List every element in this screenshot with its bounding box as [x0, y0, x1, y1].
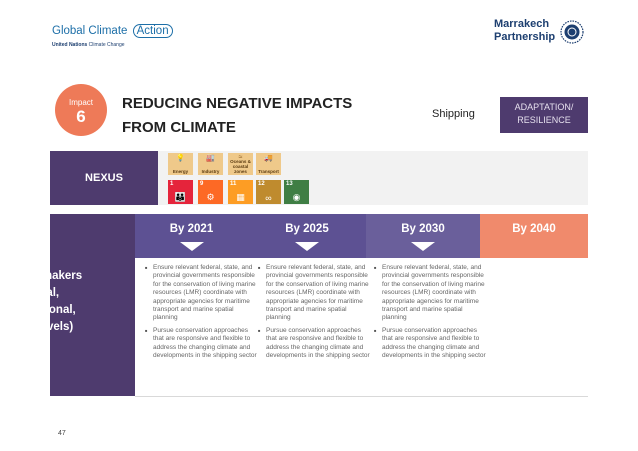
- cell-2021: Ensure relevant federal, state, and prov…: [143, 264, 259, 364]
- milestone-header-2021: By 2021: [135, 214, 248, 258]
- milestone-header-2025: By 2025: [248, 214, 366, 258]
- impact-badge: Impact 6: [55, 84, 107, 136]
- gca-logo-un: United Nations: [52, 42, 88, 48]
- list-item: Ensure relevant federal, state, and prov…: [372, 264, 488, 323]
- cell-2025: Ensure relevant federal, state, and prov…: [256, 264, 372, 364]
- down-arrow-icon: [411, 242, 435, 251]
- partnership-seal-icon: [560, 20, 584, 44]
- focus-area-line2: RESILIENCE: [517, 115, 571, 125]
- down-arrow-icon: [295, 242, 319, 251]
- list-item: Pursue conservation approaches that are …: [372, 327, 488, 361]
- gca-logo-title: Global Climate: [52, 25, 128, 37]
- focus-area-line1: ADAPTATION/: [514, 102, 574, 112]
- sector-label: Shipping: [432, 108, 475, 120]
- marrakech-partnership-logo: Marrakech Partnership: [494, 18, 586, 50]
- transport-nexus-icon: 🚚 Transport: [256, 153, 281, 175]
- list-item: Pursue conservation approaches that are …: [256, 327, 372, 361]
- list-item: Ensure relevant federal, state, and prov…: [143, 264, 259, 323]
- stakeholder-label: Policymakers (national, subnational, loc…: [8, 270, 83, 333]
- oceans-nexus-icon: ≈ Oceans & coastal zones: [228, 153, 253, 175]
- down-arrow-icon: [179, 242, 204, 251]
- milestone-header-2040: By 2040: [480, 214, 588, 258]
- focus-area-box: ADAPTATION/ RESILIENCE: [500, 97, 588, 133]
- global-climate-action-logo: Global Climate Action United Nations Cli…: [52, 22, 173, 54]
- list-item: Pursue conservation approaches that are …: [143, 327, 259, 361]
- table-bottom-rule: [135, 396, 588, 397]
- sdg-1-icon: 1 👪: [168, 180, 193, 204]
- milestone-header-2030: By 2030: [366, 214, 480, 258]
- gca-logo-action: Action: [132, 24, 173, 38]
- impact-label: Impact: [68, 98, 93, 107]
- energy-nexus-icon: 💡 Energy: [168, 153, 193, 175]
- nexus-label: NEXUS: [50, 151, 158, 205]
- page-title: REDUCING NEGATIVE IMPACTS FROM CLIMATE: [122, 92, 372, 140]
- sdg-12-icon: 12 ∞: [256, 180, 281, 204]
- impact-number: 6: [76, 107, 86, 126]
- cell-2030: Ensure relevant federal, state, and prov…: [372, 264, 488, 364]
- gca-logo-climate-change: Climate Change: [88, 42, 125, 48]
- industry-nexus-icon: 🏭 Industry: [198, 153, 223, 175]
- page-title-line1: REDUCING NEGATIVE IMPACTS: [122, 95, 353, 112]
- stakeholder-column: [50, 214, 135, 396]
- page-number: 47: [58, 430, 66, 437]
- list-item: Ensure relevant federal, state, and prov…: [256, 264, 372, 323]
- mp-logo-line2: Partnership: [494, 31, 556, 43]
- sdg-9-icon: 9 ⚙: [198, 180, 223, 204]
- page-title-line2: FROM CLIMATE: [122, 119, 236, 136]
- mp-logo-line1: Marrakech: [494, 18, 550, 30]
- sdg-13-icon: 13 ◉: [284, 180, 309, 204]
- sdg-11-icon: 11 ▦: [228, 180, 253, 204]
